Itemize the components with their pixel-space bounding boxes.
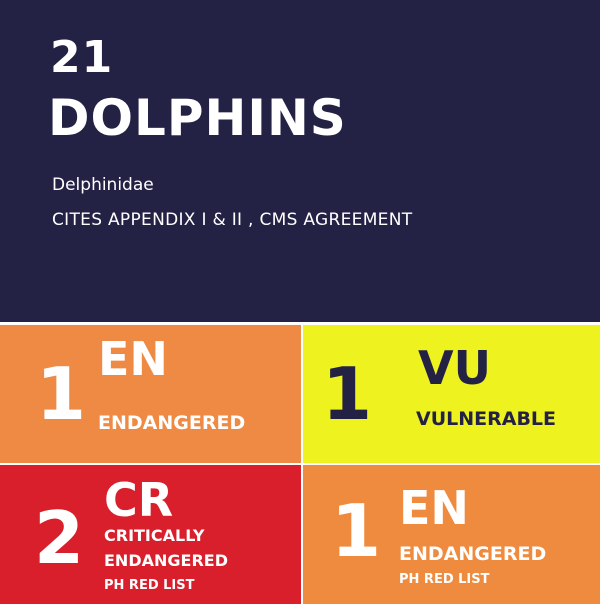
tile-count: 1 xyxy=(331,489,382,573)
tile-label: ENDANGERED xyxy=(98,412,246,434)
tile-sub: PH RED LIST xyxy=(104,578,195,593)
status-tile-critically-endangered xyxy=(0,465,301,604)
tile-sub: PH RED LIST xyxy=(399,572,490,587)
group-title: DOLPHINS xyxy=(48,89,347,147)
header-panel: 21 DOLPHINS Delphinidae CITES APPENDIX I… xyxy=(0,0,600,322)
status-tile-endangered-ph xyxy=(303,465,600,604)
tile-label: VULNERABLE xyxy=(416,408,557,430)
tile-code: VU xyxy=(418,341,491,395)
tile-count: 1 xyxy=(36,352,87,436)
tile-label-line1: CRITICALLY xyxy=(104,526,205,545)
tile-code: EN xyxy=(98,332,168,386)
tile-code: CR xyxy=(104,473,174,527)
listing-status: CITES APPENDIX I & II , CMS AGREEMENT xyxy=(52,210,413,230)
tile-label: ENDANGERED xyxy=(399,543,547,565)
status-tile-vulnerable xyxy=(303,325,600,463)
tile-count: 1 xyxy=(322,352,373,436)
species-count: 21 xyxy=(50,32,114,83)
family-name: Delphinidae xyxy=(52,175,154,195)
tile-label-line2: ENDANGERED xyxy=(104,551,228,570)
tile-count: 2 xyxy=(34,496,85,580)
tile-code: EN xyxy=(399,481,469,535)
status-tile-endangered xyxy=(0,325,301,463)
